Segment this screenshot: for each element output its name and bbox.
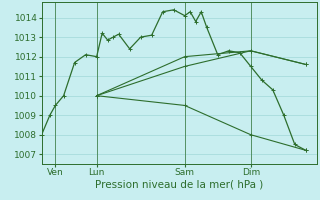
X-axis label: Pression niveau de la mer( hPa ): Pression niveau de la mer( hPa ) (95, 180, 263, 190)
